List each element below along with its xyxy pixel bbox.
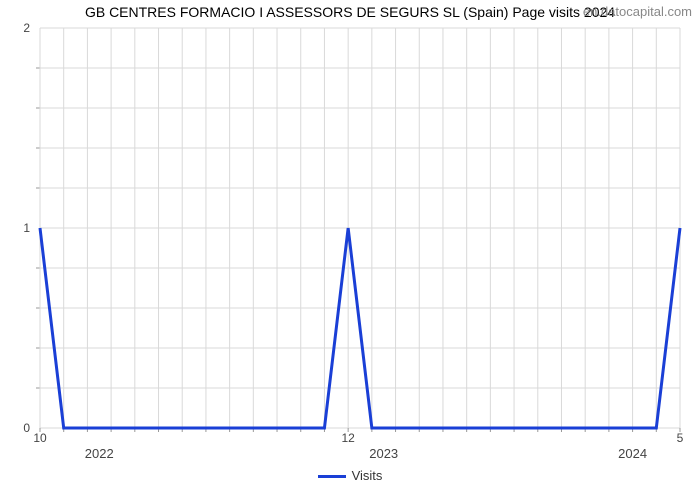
svg-text:2023: 2023 [369, 446, 398, 461]
visits-chart: GB CENTRES FORMACIO I ASSESSORS DE SEGUR… [0, 0, 700, 500]
plot-area: 01210125202220232024 [0, 0, 700, 500]
svg-text:2: 2 [23, 21, 30, 35]
legend-swatch [318, 475, 346, 478]
svg-text:12: 12 [341, 431, 355, 445]
svg-text:2024: 2024 [618, 446, 647, 461]
svg-text:10: 10 [33, 431, 47, 445]
legend-label: Visits [352, 468, 383, 483]
svg-text:0: 0 [23, 421, 30, 435]
svg-text:5: 5 [677, 431, 684, 445]
svg-text:1: 1 [23, 221, 30, 235]
legend: Visits [0, 468, 700, 483]
visits-line [40, 228, 680, 428]
svg-text:2022: 2022 [85, 446, 114, 461]
